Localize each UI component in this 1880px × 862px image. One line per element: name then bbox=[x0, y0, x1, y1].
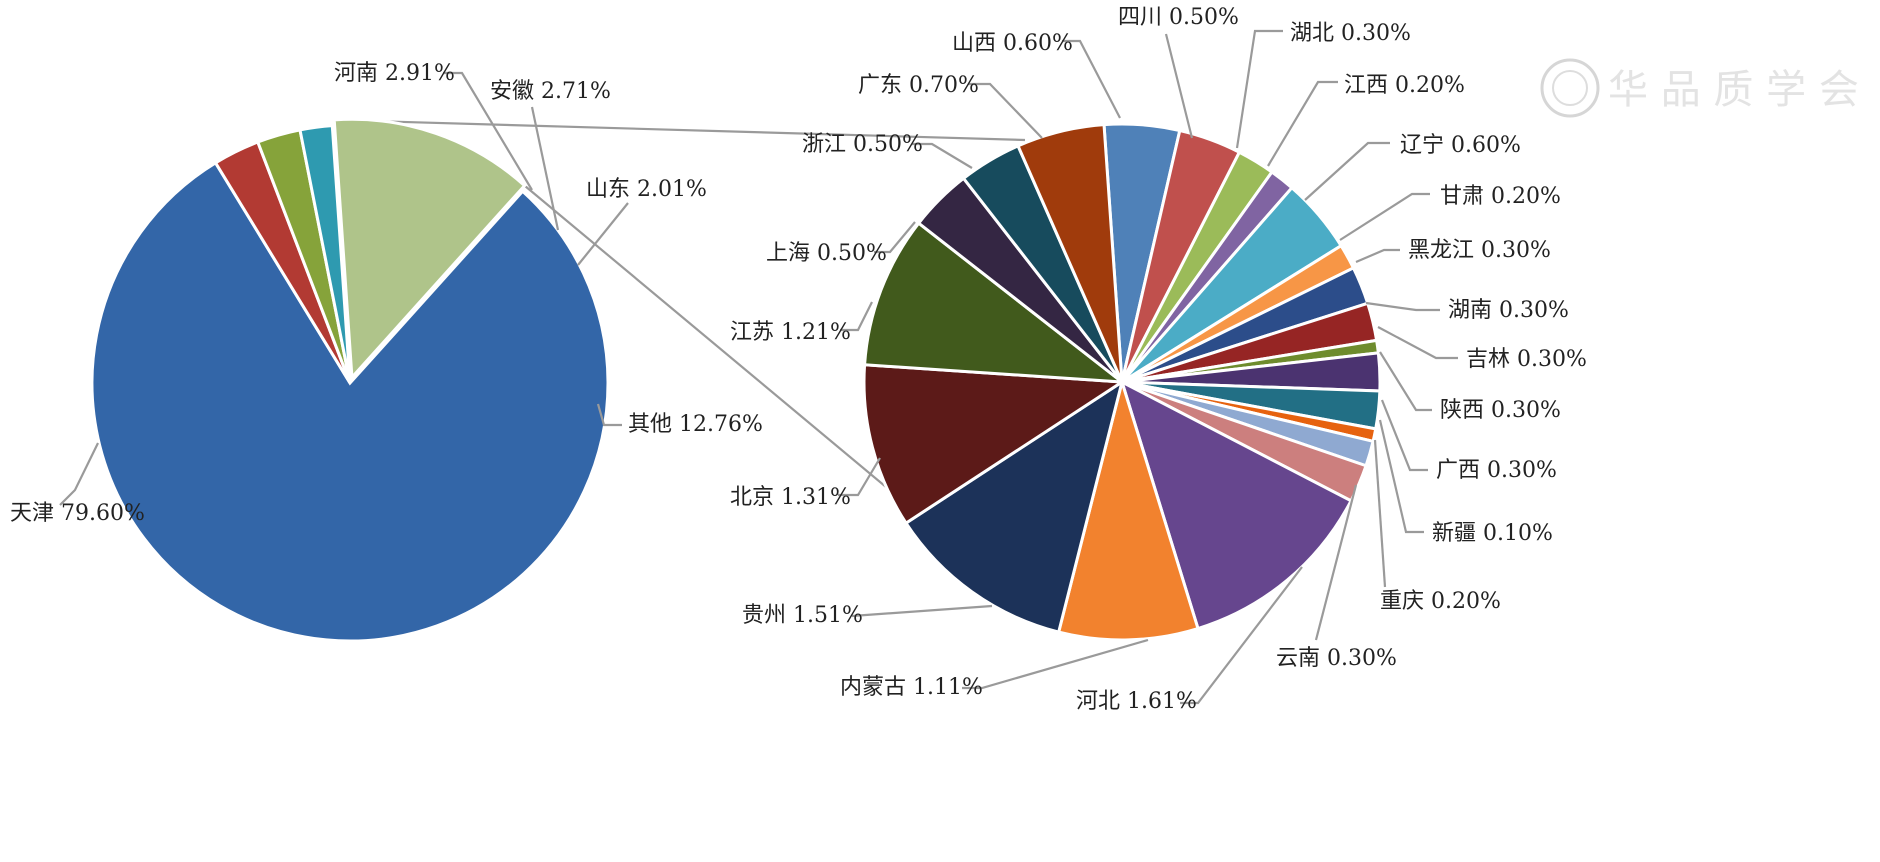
connector-line-top bbox=[334, 118, 1026, 142]
detail-leader-slice-5e7f897f bbox=[1380, 399, 1428, 472]
detail-pie-slice-8d355dde bbox=[903, 378, 1125, 634]
main-label-slice-5c714e1c: 山东 2.01% bbox=[586, 177, 707, 202]
detail-label-slice-54096797: 吉林 0.30% bbox=[1466, 347, 1587, 372]
detail-label-slice-5e7f897f: 广西 0.30% bbox=[1436, 458, 1557, 483]
detail-leader-slice-6c5f82cf bbox=[840, 301, 873, 332]
detail-pie bbox=[862, 122, 1382, 642]
main-leader-slice-5b895fbd bbox=[530, 106, 560, 231]
detail-pie-slice-5e7f4e1c bbox=[1016, 123, 1124, 383]
main-leader-slice-6cb35357 bbox=[443, 71, 533, 191]
detail-label-slice-6e565357: 湖南 0.30% bbox=[1448, 298, 1569, 323]
detail-leader-slice-56db5ddd bbox=[1164, 33, 1194, 139]
detail-label-slice-6c5f897f: 江西 0.20% bbox=[1344, 73, 1465, 98]
detail-leader-slice-54096797 bbox=[1377, 326, 1458, 360]
detail-leader-slice-6c5f897f bbox=[1267, 80, 1338, 167]
main-label-slice-6cb35357: 河南 2.91% bbox=[334, 61, 455, 86]
detail-label-slice-5e7f4e1c: 广东 0.70% bbox=[858, 73, 979, 98]
detail-leader-slice-53174eac bbox=[838, 457, 881, 497]
main-leader-slice-59296d25 bbox=[59, 442, 99, 506]
detail-leader-slice-6e565357 bbox=[1365, 301, 1440, 312]
detail-leader-slice-5c71897f bbox=[1062, 39, 1121, 119]
detail-leader-slice-9ed19f996c5f bbox=[1355, 248, 1400, 264]
detail-leader-slice-6e565317 bbox=[1235, 29, 1283, 149]
detail-label-slice-5185849953e4: 内蒙古 1.11% bbox=[840, 675, 983, 700]
detail-leader-slice-9655897f bbox=[1379, 351, 1432, 412]
detail-label-slice-65b07586: 新疆 0.10% bbox=[1432, 521, 1553, 546]
main-pie-slice-59296d25 bbox=[90, 160, 610, 643]
detail-pie-slice-6c5f82cf bbox=[862, 221, 1127, 384]
main-label-slice-59296d25: 天津 79.60% bbox=[10, 501, 145, 526]
detail-label-slice-8fbd5b81: 辽宁 0.60% bbox=[1400, 133, 1521, 158]
detail-leader-slice-5e7f4e1c bbox=[968, 82, 1043, 139]
detail-pie-slice-5185849953e4 bbox=[1056, 376, 1200, 642]
detail-label-slice-75188083: 甘肃 0.20% bbox=[1440, 184, 1561, 209]
main-label-slice-51764ed6: 其他 12.76% bbox=[628, 412, 763, 437]
detail-label-slice-9655897f: 陕西 0.30% bbox=[1440, 398, 1561, 423]
main-leader-slice-5c714e1c bbox=[577, 202, 629, 266]
detail-label-slice-6e565317: 湖北 0.30% bbox=[1290, 21, 1411, 46]
slice-labels: 天津 79.60% 河南 2.91% 安徽 2.71% 山东 2.01% 其他 12.7… bbox=[10, 5, 1587, 714]
detail-leader-slice-8fbd5b81 bbox=[1304, 141, 1390, 201]
detail-leader-slice-75188083 bbox=[1339, 192, 1430, 241]
detail-pie-slice-53174eac bbox=[862, 363, 1127, 526]
detail-leader-slice-6cb35317 bbox=[1180, 566, 1303, 705]
main-pie-slice-5c714e1c bbox=[298, 124, 352, 384]
detail-label-slice-5c71897f: 山西 0.60% bbox=[952, 31, 1073, 56]
main-pie bbox=[90, 117, 610, 643]
detail-label-slice-6c5f82cf: 江苏 1.21% bbox=[730, 320, 851, 345]
main-label-slice-5b895fbd: 安徽 2.71% bbox=[490, 79, 611, 104]
detail-label-slice-4e0a6d77: 上海 0.50% bbox=[766, 241, 887, 266]
detail-leader-slice-6d596c5f bbox=[912, 142, 973, 169]
detail-leader-slice-8d355dde bbox=[851, 604, 993, 618]
detail-label-slice-56db5ddd: 四川 0.50% bbox=[1118, 5, 1239, 30]
detail-label-slice-53174eac: 北京 1.31% bbox=[730, 485, 851, 510]
detail-label-slice-6d596c5f: 浙江 0.50% bbox=[802, 132, 923, 157]
detail-label-slice-8d355dde: 贵州 1.51% bbox=[742, 603, 863, 628]
detail-leader-slice-91cd5e86 bbox=[1373, 439, 1387, 588]
detail-leader-slice-4e0a6d77 bbox=[874, 221, 916, 254]
main-leader-slice-51764ed6 bbox=[596, 403, 622, 427]
detail-label-slice-9ed19f996c5f: 黑龙江 0.30% bbox=[1408, 238, 1551, 263]
detail-leader-slice-4e915357 bbox=[1314, 484, 1358, 641]
watermark-seal: 华 品 质 学 会 bbox=[1540, 58, 1859, 118]
detail-leader-slice-5185849953e4 bbox=[962, 638, 1149, 690]
label-leader-lines bbox=[59, 29, 1458, 705]
detail-label-slice-91cd5e86: 重庆 0.20% bbox=[1380, 589, 1501, 614]
detail-label-slice-4e915357: 云南 0.30% bbox=[1276, 646, 1397, 671]
detail-label-slice-6cb35317: 河北 1.61% bbox=[1076, 689, 1197, 714]
main-pie-slice-51764ed6 bbox=[332, 117, 527, 381]
svg-text:华 品 质 学 会: 华 品 质 学 会 bbox=[1608, 67, 1859, 113]
detail-leader-slice-65b07586 bbox=[1378, 419, 1424, 534]
